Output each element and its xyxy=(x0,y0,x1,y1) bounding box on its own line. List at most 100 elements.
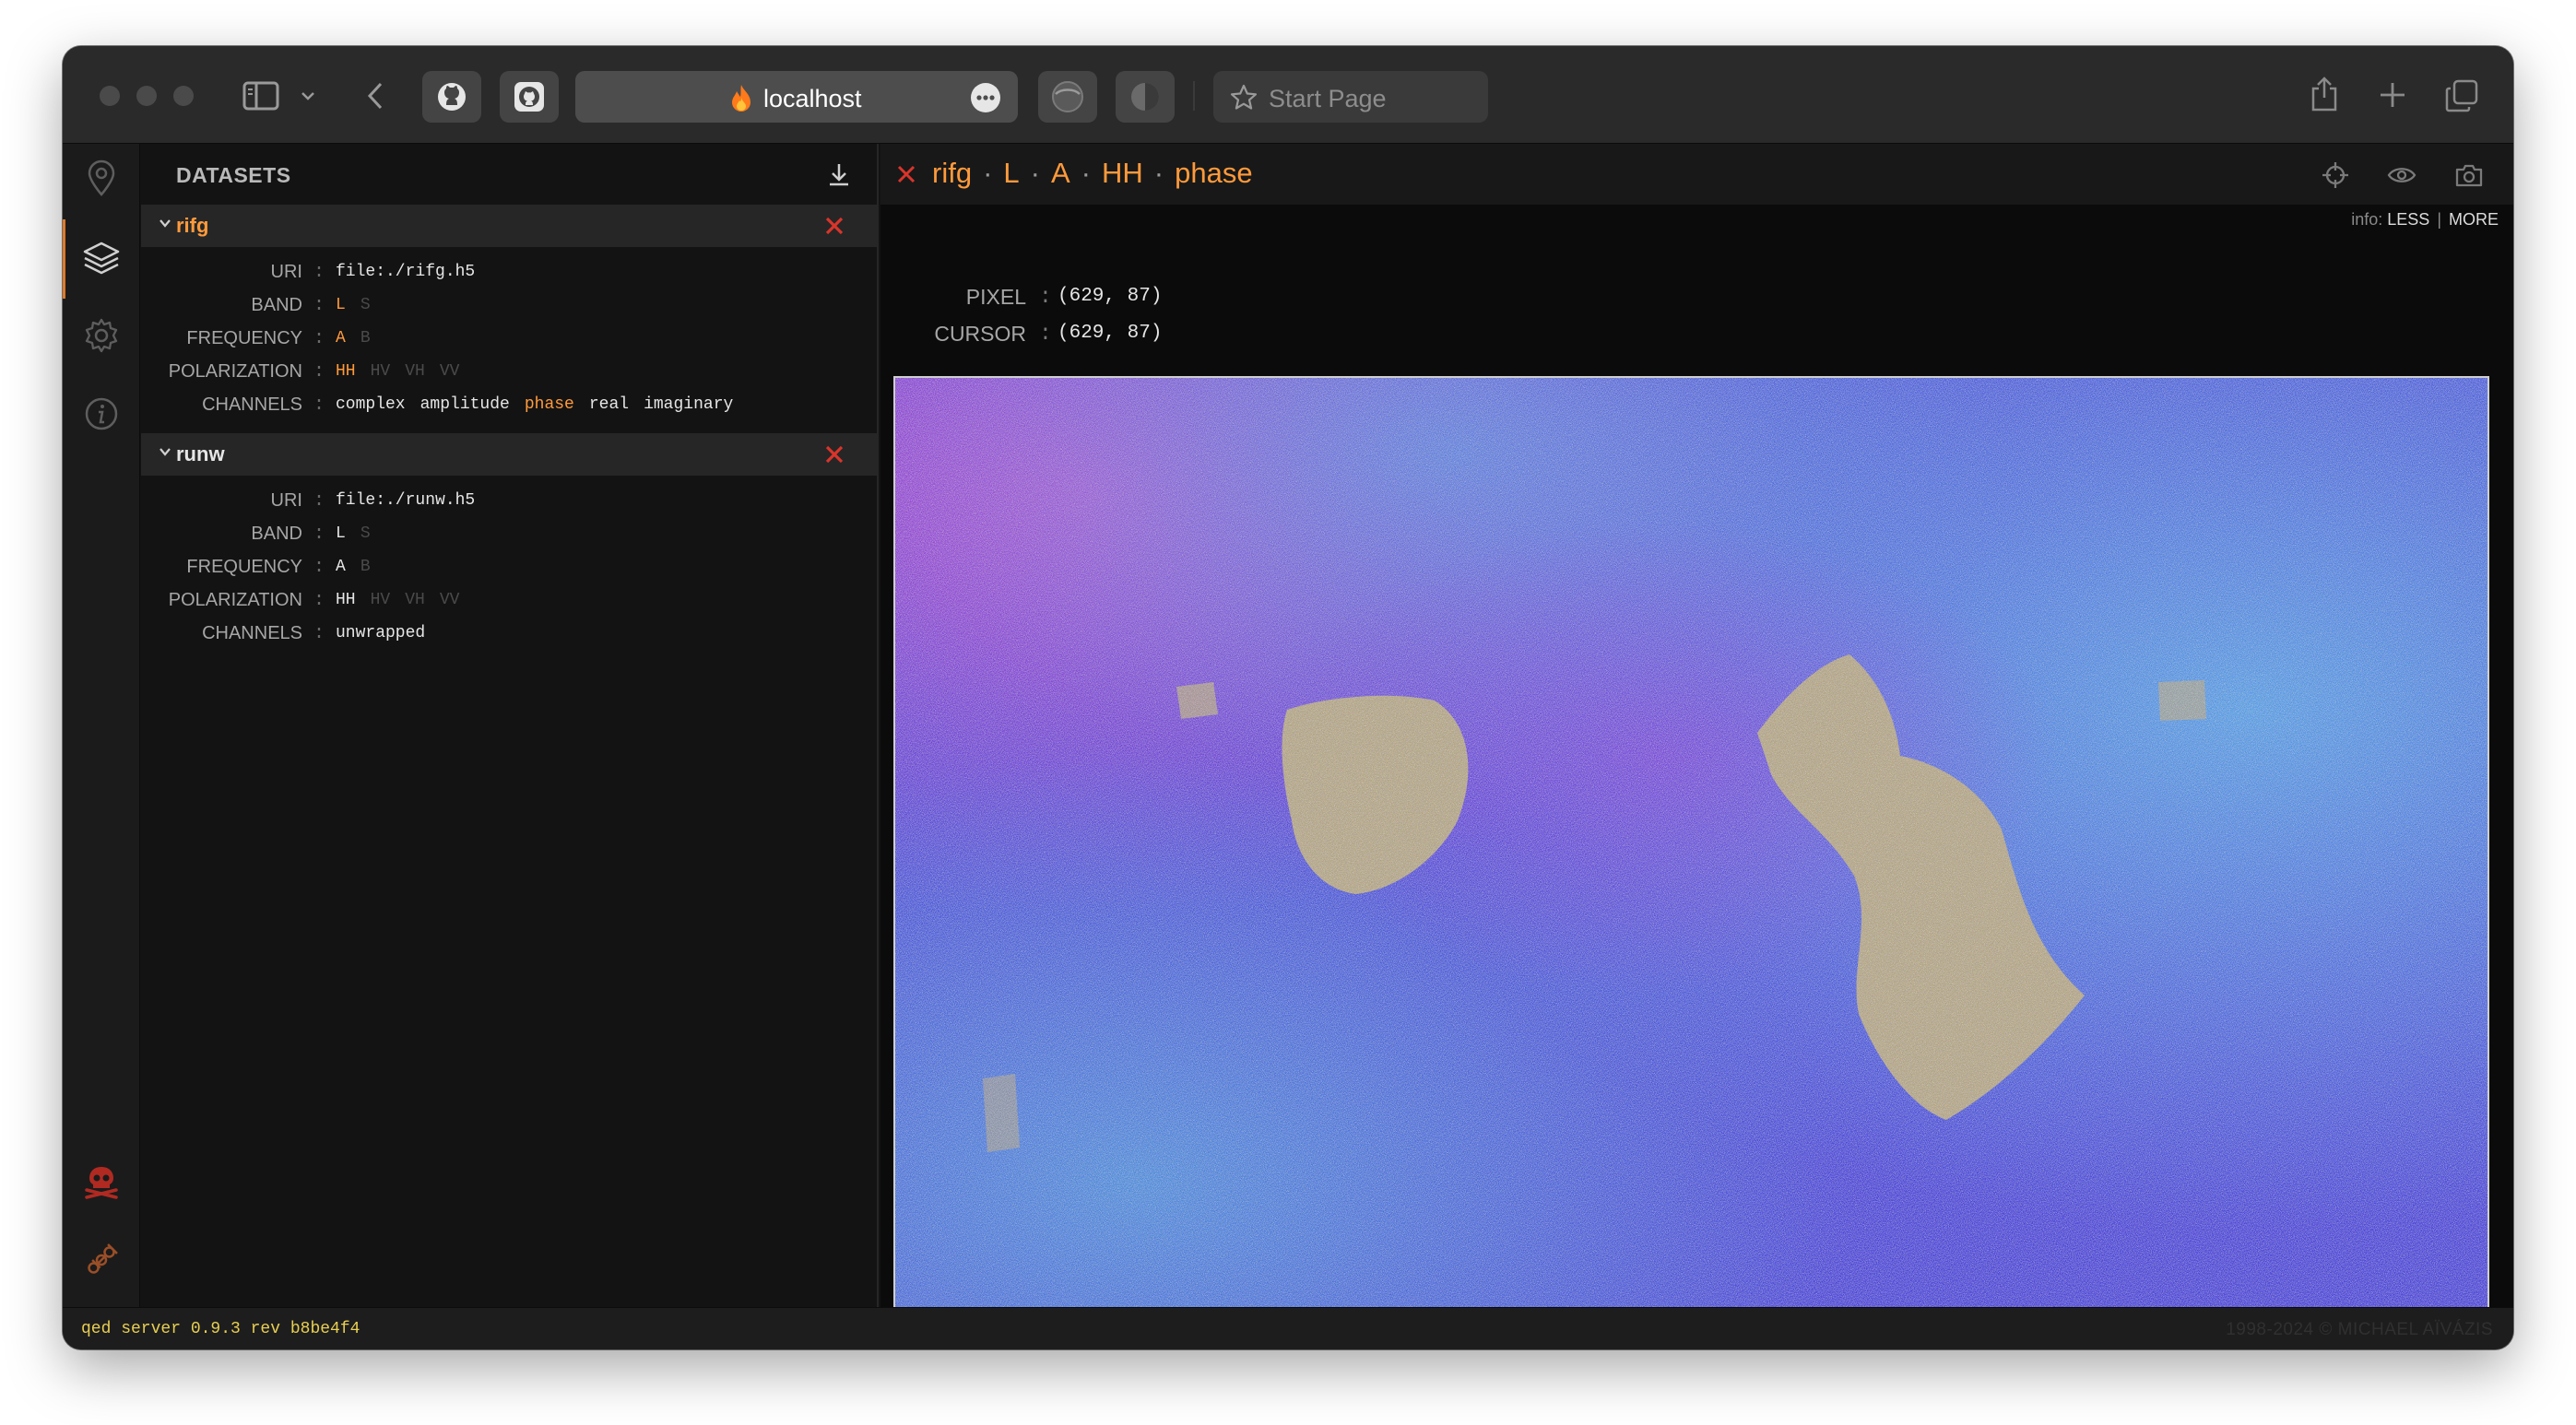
status-bar: qed server 0.9.3 rev b8be4f4 1998-2024 ©… xyxy=(63,1307,2513,1349)
raster-image[interactable] xyxy=(893,376,2489,1327)
raster-speckle xyxy=(895,378,2487,1325)
eye-icon[interactable] xyxy=(2387,160,2416,190)
option-hv[interactable]: HV xyxy=(370,591,391,609)
camera-icon[interactable] xyxy=(2454,160,2484,190)
address-bar[interactable]: localhost xyxy=(575,71,1018,123)
option-vv[interactable]: VV xyxy=(439,362,460,381)
uri-value: file:./runw.h5 xyxy=(336,491,476,510)
field-separator: : xyxy=(313,395,325,416)
readout-separator: : xyxy=(1039,285,1052,309)
circle-half-icon xyxy=(1131,83,1159,111)
option-s[interactable]: S xyxy=(360,524,371,543)
option-b[interactable]: B xyxy=(360,558,371,576)
channels-options: complex amplitude phase real imaginary xyxy=(336,395,748,414)
start-page-field[interactable]: Start Page xyxy=(1213,71,1488,123)
option-vv[interactable]: VV xyxy=(439,591,460,609)
info-less-button[interactable]: LESS xyxy=(2387,210,2430,229)
option-s[interactable]: S xyxy=(360,296,371,314)
window-zoom-button[interactable] xyxy=(173,86,194,106)
title-polarization[interactable]: HH xyxy=(1102,157,1143,189)
dataset-header-runw[interactable]: runw xyxy=(141,433,877,476)
option-a[interactable]: A xyxy=(336,558,346,576)
close-icon[interactable] xyxy=(821,213,847,239)
window-close-button[interactable] xyxy=(100,86,120,106)
option-hh[interactable]: HH xyxy=(336,591,356,609)
viewer-header: rifg · L · A · HH · phase xyxy=(880,144,2513,205)
channels-options: unwrapped xyxy=(336,624,440,642)
chevron-down-icon[interactable] xyxy=(299,87,317,105)
layers-icon[interactable] xyxy=(82,239,121,277)
download-icon[interactable] xyxy=(825,160,853,188)
option-unwrapped[interactable]: unwrapped xyxy=(336,624,426,642)
github-app-button[interactable] xyxy=(500,71,559,123)
title-frequency[interactable]: A xyxy=(1050,157,1070,189)
field-separator: : xyxy=(313,524,325,545)
toolbar-divider xyxy=(1193,81,1195,111)
gear-icon[interactable] xyxy=(82,316,121,355)
skull-icon[interactable] xyxy=(82,1162,121,1201)
dataset-header-rifg[interactable]: rifg xyxy=(141,205,877,247)
title-separator: · xyxy=(1153,157,1164,189)
close-icon[interactable] xyxy=(821,442,847,467)
title-band[interactable]: L xyxy=(1003,157,1020,189)
info-icon[interactable] xyxy=(82,395,121,433)
field-label: FREQUENCY xyxy=(186,328,302,348)
more-options-icon[interactable] xyxy=(970,82,1001,113)
datasets-header: DATASETS xyxy=(141,144,877,205)
option-amplitude[interactable]: amplitude xyxy=(419,395,510,414)
chevron-down-icon[interactable] xyxy=(158,444,172,459)
field-label: BAND xyxy=(251,524,302,544)
title-dataset[interactable]: rifg xyxy=(932,157,973,189)
back-icon[interactable] xyxy=(360,79,391,112)
share-icon[interactable] xyxy=(2307,74,2342,114)
browser-window: localhost Start Page xyxy=(63,46,2513,1349)
tab-overview-icon[interactable] xyxy=(2443,77,2480,114)
close-icon[interactable] xyxy=(895,163,917,185)
title-channel[interactable]: phase xyxy=(1175,157,1253,189)
qed-logo-icon xyxy=(82,1241,121,1279)
info-label: info: xyxy=(2351,210,2383,229)
phase-raster[interactable] xyxy=(895,378,2487,1325)
option-l[interactable]: L xyxy=(336,296,346,314)
extension-button-1[interactable] xyxy=(1038,71,1097,123)
field-label: CHANNELS xyxy=(202,395,302,415)
chevron-down-icon[interactable] xyxy=(158,216,172,230)
option-phase[interactable]: phase xyxy=(524,395,574,414)
info-toggle: info: LESS | MORE xyxy=(2351,210,2499,230)
option-hv[interactable]: HV xyxy=(370,362,391,381)
option-real[interactable]: real xyxy=(588,395,630,414)
datasets-panel: DATASETS rifg URI : file:./rifg.h5 BAND … xyxy=(141,144,879,1307)
dataset-name: runw xyxy=(176,442,225,465)
extension-button-2[interactable] xyxy=(1116,71,1175,123)
option-hh[interactable]: HH xyxy=(336,362,356,381)
option-b[interactable]: B xyxy=(360,329,371,347)
raster-viewer: rifg · L · A · HH · phase info: LESS | MORE PIXEL … xyxy=(880,144,2513,1327)
field-separator: : xyxy=(313,490,325,512)
extension-icon xyxy=(1052,81,1083,112)
info-more-button[interactable]: MORE xyxy=(2449,210,2499,229)
option-complex[interactable]: complex xyxy=(336,395,406,414)
pixel-label: PIXEL xyxy=(965,285,1026,309)
option-imaginary[interactable]: imaginary xyxy=(644,395,734,414)
github-icon xyxy=(514,82,544,112)
sidebar-toggle-icon[interactable] xyxy=(242,79,280,112)
field-separator: : xyxy=(313,557,325,578)
github-tab-button[interactable] xyxy=(422,71,481,123)
option-l[interactable]: L xyxy=(336,524,346,543)
field-label: FREQUENCY xyxy=(186,557,302,577)
location-pin-icon[interactable] xyxy=(82,159,121,197)
option-vh[interactable]: VH xyxy=(405,591,425,609)
github-icon xyxy=(438,83,466,111)
crosshair-icon[interactable] xyxy=(2321,160,2350,190)
field-separator: : xyxy=(313,623,325,644)
window-minimize-button[interactable] xyxy=(136,86,157,106)
cursor-value: (629, 87) xyxy=(1058,323,1163,344)
option-vh[interactable]: VH xyxy=(405,362,425,381)
new-tab-icon[interactable] xyxy=(2375,77,2410,112)
option-a[interactable]: A xyxy=(336,329,346,347)
field-label: BAND xyxy=(251,295,302,315)
